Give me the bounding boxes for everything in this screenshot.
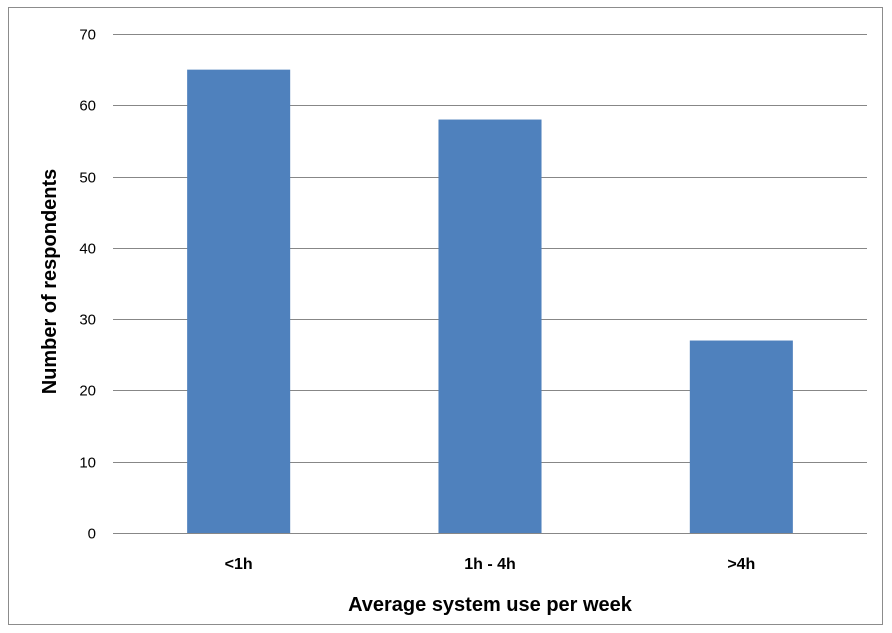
y-axis-ticks: 0 10 20 30 40 50 60 70 bbox=[79, 27, 96, 543]
y-tick-label: 10 bbox=[79, 455, 96, 472]
x-tick-label: >4h bbox=[727, 556, 755, 573]
y-tick-label: 30 bbox=[79, 312, 96, 329]
bar bbox=[438, 119, 542, 534]
y-tick-label: 60 bbox=[79, 98, 96, 115]
x-axis-ticks: <1h 1h - 4h >4h bbox=[225, 556, 756, 573]
x-axis-title: Average system use per week bbox=[348, 594, 633, 616]
y-tick-label: 70 bbox=[79, 27, 96, 44]
bars bbox=[187, 69, 793, 534]
y-tick-label: 40 bbox=[79, 241, 96, 258]
y-tick-label: 50 bbox=[79, 170, 96, 187]
y-tick-label: 20 bbox=[79, 383, 96, 400]
y-axis-title: Number of respondents bbox=[39, 169, 61, 395]
bar bbox=[689, 340, 793, 533]
x-tick-label: 1h - 4h bbox=[464, 556, 516, 573]
y-tick-label: 0 bbox=[88, 526, 96, 543]
bar bbox=[187, 69, 291, 534]
x-tick-label: <1h bbox=[225, 556, 253, 573]
